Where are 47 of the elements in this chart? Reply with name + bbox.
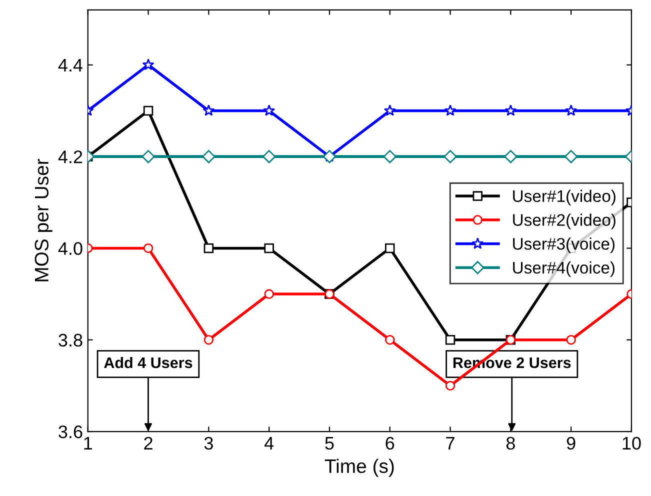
- point: [202, 104, 215, 116]
- point: [262, 150, 276, 164]
- y-tick-label: 3.8: [58, 334, 82, 347]
- point: [504, 150, 518, 164]
- point: [143, 243, 154, 254]
- point: [444, 150, 457, 164]
- point: [565, 104, 578, 116]
- point: [142, 58, 154, 70]
- x-tick-label: 10: [622, 436, 641, 450]
- point: [385, 243, 395, 254]
- point: [385, 335, 395, 345]
- y-tick-label: 4.0: [58, 242, 82, 255]
- y-tick-label: 3.6: [58, 425, 82, 438]
- x-tick-label: 6: [386, 436, 394, 450]
- x-tick-label: 9: [566, 436, 576, 450]
- x-tick-label: 5: [325, 437, 334, 450]
- point: [445, 380, 456, 391]
- legend-label: User#3(voice): [513, 238, 615, 254]
- point: [445, 335, 456, 345]
- point: [383, 150, 396, 164]
- x-axis-title: Time (s): [324, 458, 394, 477]
- annotation: Add 4 Users: [104, 356, 192, 368]
- point: [204, 243, 214, 254]
- x-tick-label: 2: [144, 436, 152, 450]
- point: [263, 104, 276, 116]
- point: [444, 104, 456, 116]
- x-tick-label: 4: [264, 437, 274, 450]
- point: [264, 243, 274, 254]
- legend-label: User#4(voice): [513, 261, 615, 277]
- point: [384, 104, 396, 116]
- point: [504, 104, 517, 116]
- x-tick-label: 3: [204, 436, 213, 450]
- x-tick-label: 7: [446, 437, 454, 450]
- point: [143, 106, 154, 116]
- point: [142, 150, 155, 164]
- point: [564, 150, 578, 164]
- legend-label: User#1(video): [513, 190, 616, 206]
- point: [566, 335, 576, 345]
- y-tick-label: 4.4: [58, 59, 82, 72]
- y-axis-title: MOS per User: [34, 158, 52, 282]
- legend-label: User#2(video): [513, 214, 616, 230]
- point: [204, 335, 214, 345]
- x-tick-label: 8: [506, 436, 515, 450]
- y-tick-label: 4.2: [58, 150, 82, 164]
- point: [202, 150, 216, 164]
- x-tick-label: 1: [84, 437, 92, 450]
- point: [264, 289, 274, 299]
